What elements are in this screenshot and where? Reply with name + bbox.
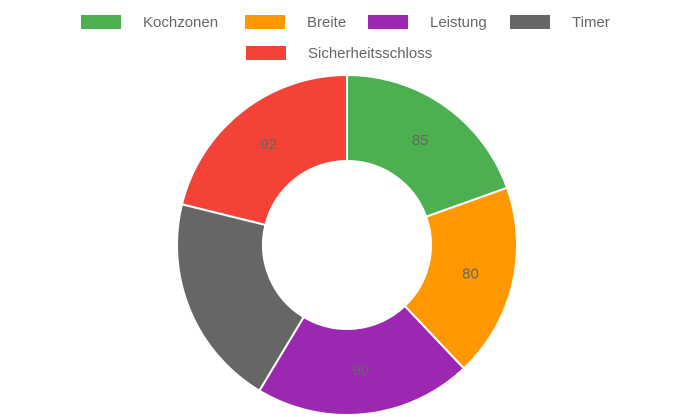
legend-swatch[interactable] bbox=[81, 15, 121, 29]
slice[interactable] bbox=[180, 73, 348, 227]
slice[interactable] bbox=[346, 73, 509, 219]
value-label: 85 bbox=[412, 132, 429, 149]
legend-label[interactable]: Sicherheitsschloss bbox=[308, 45, 432, 62]
legend-label[interactable]: Kochzonen bbox=[143, 14, 218, 31]
legend-label[interactable]: Breite bbox=[307, 14, 346, 31]
legend-swatch[interactable] bbox=[246, 46, 286, 60]
legend-swatch[interactable] bbox=[368, 15, 408, 29]
value-label: 92 bbox=[260, 136, 277, 153]
value-label: 80 bbox=[462, 266, 479, 283]
legend-swatch[interactable] bbox=[245, 15, 285, 29]
slice[interactable] bbox=[257, 304, 466, 416]
slice[interactable] bbox=[403, 186, 518, 370]
legend-label[interactable]: Timer bbox=[572, 14, 610, 31]
legend-swatch[interactable] bbox=[510, 15, 550, 29]
slice[interactable] bbox=[176, 203, 306, 393]
value-label: 90 bbox=[352, 362, 369, 379]
value-label: 88 bbox=[221, 285, 238, 302]
legend-label[interactable]: Leistung bbox=[430, 14, 487, 31]
